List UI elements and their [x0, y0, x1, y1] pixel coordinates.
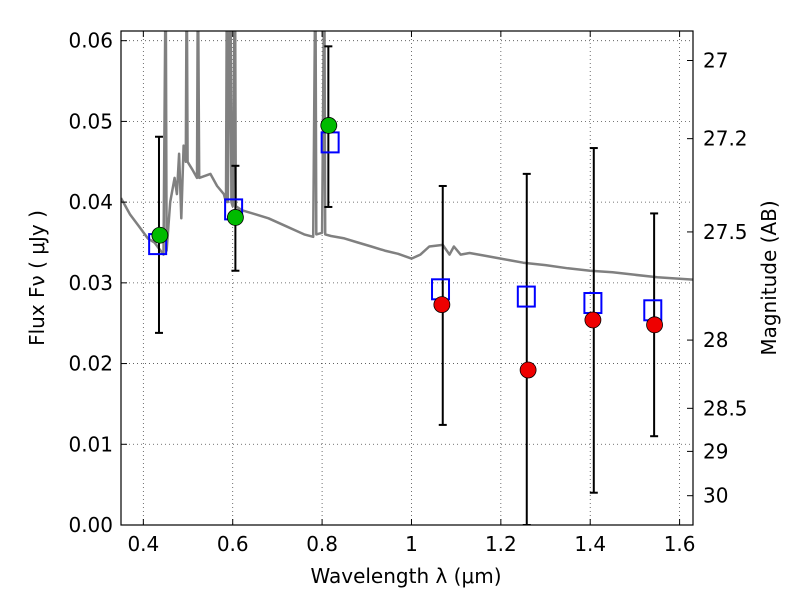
ticks: 0.4 0.6 0.8 1 1.2 1.4 1.6 0.00 0.01 0.02 0.03 0.04 0… — [68, 29, 747, 556]
x-tick-label: 1.6 — [664, 532, 696, 556]
grid — [121, 31, 693, 526]
y-tick-label: 0.00 — [68, 513, 113, 537]
right-tick-label: 28 — [703, 328, 728, 352]
x-axis-label: Wavelength λ (μm) — [310, 564, 501, 588]
x-tick-label: 0.8 — [306, 532, 338, 556]
y-tick-label: 0.04 — [68, 190, 113, 214]
y-tick-label: 0.03 — [68, 271, 113, 295]
x-tick-label: 1.2 — [485, 532, 517, 556]
data-point-marker — [584, 311, 602, 329]
right-tick-label: 27.5 — [703, 220, 748, 244]
y-tick-label: 0.01 — [68, 432, 113, 456]
right-tick-label: 27 — [703, 49, 728, 73]
data-point-marker — [646, 316, 663, 334]
y-axis-label: Flux Fν ( μJy ) — [25, 210, 49, 346]
data-point-marker — [226, 209, 244, 226]
data-point-marker — [320, 117, 338, 134]
x-tick-label: 0.6 — [217, 532, 249, 556]
model-square-marker — [516, 285, 536, 308]
data-point-marker — [151, 226, 169, 244]
x-tick-label: 1.4 — [574, 532, 606, 556]
x-tick-label: 1 — [405, 532, 418, 556]
right-tick-label: 29 — [703, 439, 728, 463]
right-tick-label: 27.2 — [703, 127, 748, 151]
model-square-marker — [431, 278, 451, 301]
data-point-marker — [433, 296, 451, 314]
y-tick-label: 0.06 — [68, 29, 113, 53]
right-tick-label: 30 — [703, 484, 728, 508]
y-tick-label: 0.05 — [68, 109, 113, 133]
plot-area — [121, 31, 693, 525]
data-point-marker — [519, 361, 537, 379]
right-tick-label: 28.5 — [703, 396, 748, 420]
x-tick-label: 0.4 — [127, 532, 159, 556]
right-axis-label: Magnitude (AB) — [757, 200, 781, 355]
y-tick-label: 0.02 — [68, 352, 113, 376]
plot-frame — [120, 30, 694, 526]
model-spectrum-line — [121, 31, 693, 281]
